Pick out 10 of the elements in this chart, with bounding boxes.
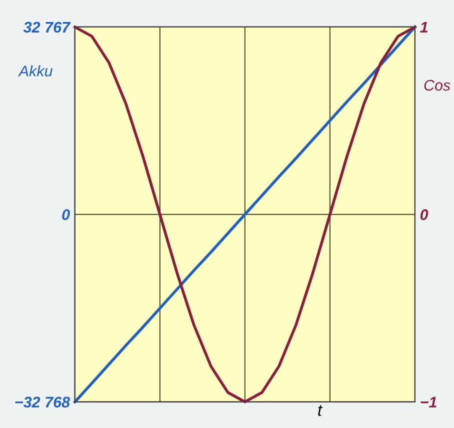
x-axis-title: t: [318, 405, 323, 416]
y2-tick-label: 0: [420, 209, 428, 220]
y2-tick-label: 1: [420, 22, 428, 32]
y-tick-label: 0: [62, 209, 70, 220]
y-axis-title: Akku: [18, 65, 52, 76]
line-series: [74, 26, 416, 404]
y2-tick-label: −1: [420, 396, 436, 408]
y2-axis-title: Cos: [424, 80, 450, 91]
y-tick-label: 32 767: [23, 22, 71, 33]
y-tick-label: −32 768: [15, 396, 70, 408]
